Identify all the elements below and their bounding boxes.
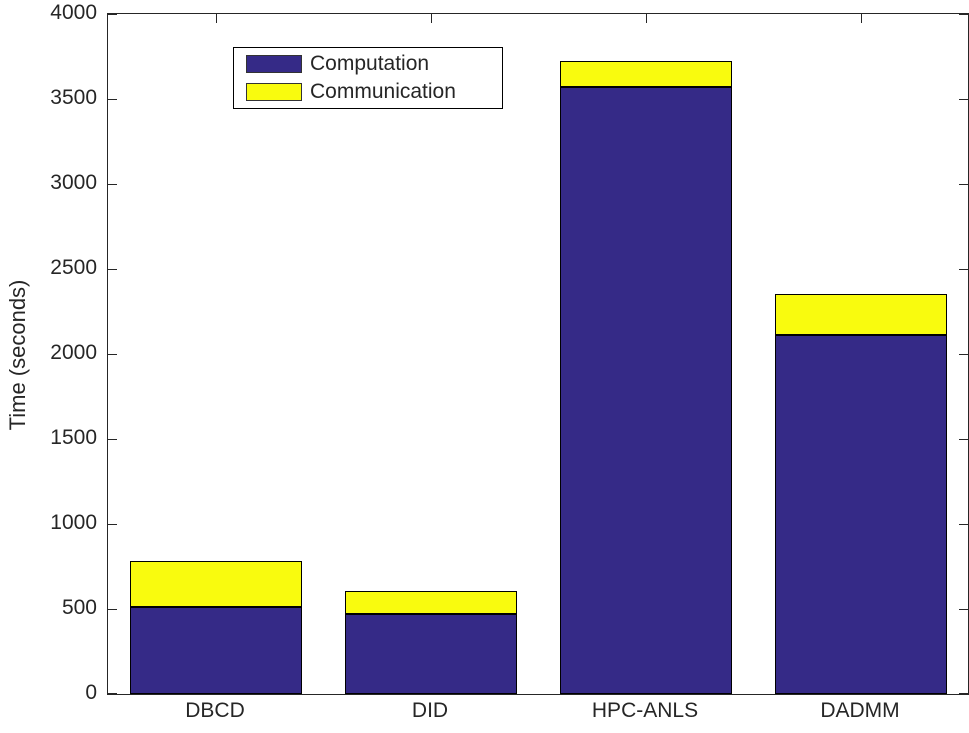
bar-did-computation [345,614,517,694]
y-tick-right-3000 [959,184,968,185]
y-tick-right-0 [959,693,968,694]
y-tick-left-1500 [108,439,117,440]
top-tick-dadmm [861,14,862,23]
y-tick-right-4000 [959,14,968,15]
top-tick-did [431,14,432,23]
bar-hpc-anls-computation [560,87,732,694]
plot-area: Computation Communication [107,13,969,695]
y-tick-label-3500: 3500 [50,86,97,109]
y-tick-left-3000 [108,184,117,185]
bar-dadmm-communication [775,294,947,335]
legend-label-communication: Communication [310,80,456,103]
y-tick-label-1500: 1500 [50,426,97,449]
y-tick-right-2000 [959,354,968,355]
x-tick-label-dbcd: DBCD [185,699,245,722]
bar-did-communication [345,591,517,614]
y-tick-left-3500 [108,99,117,100]
x-tick-label-did: DID [411,699,449,722]
y-tick-left-2500 [108,269,117,270]
top-tick-dbcd [216,14,217,23]
y-tick-left-2000 [108,354,117,355]
bar-dbcd-computation [130,607,302,694]
y-tick-left-500 [108,609,117,610]
x-tick-label-hpc-anls: HPC-ANLS [591,699,699,722]
y-tick-right-3500 [959,99,968,100]
bar-dbcd-communication [130,561,302,607]
legend: Computation Communication [233,47,503,109]
y-tick-right-2500 [959,269,968,270]
y-tick-right-500 [959,609,968,610]
y-tick-left-0 [108,693,117,694]
bar-dadmm-computation [775,335,947,694]
bar-hpc-anls-communication [560,61,732,87]
top-tick-hpc-anls [646,14,647,23]
legend-label-computation: Computation [310,52,430,75]
y-tick-label-3000: 3000 [50,171,97,194]
legend-item-communication: Communication [246,80,502,104]
y-tick-label-2500: 2500 [50,256,97,279]
y-tick-label-1000: 1000 [50,511,97,534]
communication-swatch [246,83,302,101]
y-tick-label-4000: 4000 [50,1,97,24]
y-tick-label-2000: 2000 [50,341,97,364]
legend-item-computation: Computation [246,52,502,76]
y-tick-left-1000 [108,524,117,525]
y-tick-label-500: 500 [61,596,97,619]
y-tick-left-4000 [108,14,117,15]
computation-swatch [246,55,302,73]
y-tick-right-1000 [959,524,968,525]
x-tick-label-dadmm: DADMM [820,699,900,722]
y-tick-right-1500 [959,439,968,440]
y-tick-label-0: 0 [85,681,97,704]
